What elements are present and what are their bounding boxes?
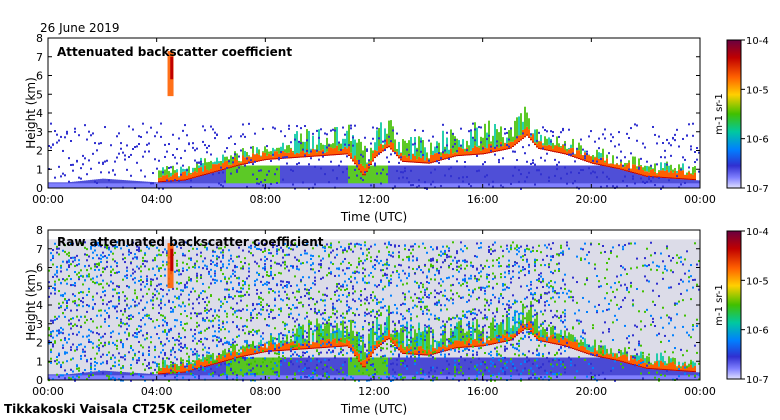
colorbar-top: 10-4 10-5 10-6 10-7 m-1 sr-1 [714,36,769,195]
colorbar-tick-label: 10-6 [746,135,769,146]
station-label: Tikkakoski Vaisala CT25K ceilometer [4,402,252,416]
y-tick-label: 6 [36,262,43,275]
x-axis-label: Time (UTC) [340,210,407,224]
colorbar-bottom: 10-4 10-5 10-6 10-7 m-1 sr-1 [714,227,769,386]
y-axis-label: Height (km) [24,269,38,340]
y-tick-label: 6 [36,70,43,83]
axis-ticks: 00:00 04:00 08:00 12:00 16:00 20:00 00:0001234… [32,32,716,206]
x-tick-label: 12:00 [358,193,390,206]
panel-raw: 00:00 04:00 08:00 12:00 16:00 20:00 00:0001234… [24,224,716,416]
x-tick-label: 12:00 [358,385,390,398]
panel-title: Attenuated backscatter coefficient [57,45,292,59]
x-tick-label: 00:00 [32,193,64,206]
y-tick-label: 0 [36,182,43,195]
y-tick-label: 4 [36,107,43,120]
panel-title: Raw attenuated backscatter coefficient [57,235,324,249]
x-tick-label: 08:00 [249,385,281,398]
x-tick-label: 04:00 [141,385,173,398]
y-tick-label: 1 [36,355,43,368]
colorbar-unit: m-1 sr-1 [714,93,725,135]
y-tick-label: 8 [36,32,43,45]
y-tick-label: 5 [36,88,43,101]
x-tick-label: 16:00 [467,193,499,206]
y-tick-label: 5 [36,280,43,293]
colorbar-tick-label: 10-7 [746,184,769,195]
y-tick-label: 7 [36,243,43,256]
y-tick-label: 2 [36,337,43,350]
x-axis-label: Time (UTC) [340,402,407,416]
colorbar-tick-label: 10-6 [746,326,769,337]
x-tick-label: 20:00 [575,385,607,398]
y-tick-label: 1 [36,163,43,176]
colorbar-tick-label: 10-7 [746,375,769,386]
x-tick-label: 04:00 [141,193,173,206]
y-tick-label: 2 [36,145,43,158]
y-tick-label: 8 [36,224,43,237]
y-tick-label: 7 [36,51,43,64]
colorbar-tick-label: 10-5 [746,85,769,96]
panel-attenuated: 00:00 04:00 08:00 12:00 16:00 20:00 00:0001234… [24,32,716,224]
y-tick-label: 3 [36,318,43,331]
axis-ticks: 00:00 04:00 08:00 12:00 16:00 20:00 00:0001234… [32,224,716,398]
x-tick-label: 16:00 [467,385,499,398]
y-axis-label: Height (km) [24,77,38,148]
y-tick-label: 4 [36,299,43,312]
raw-backscatter-heatmap [48,239,700,382]
x-tick-label: 08:00 [249,193,281,206]
x-tick-label: 20:00 [575,193,607,206]
date-label: 26 June 2019 [40,21,120,35]
colorbar-tick-label: 10-4 [746,36,769,47]
backscatter-heatmap [48,51,700,190]
colorbar-tick-label: 10-4 [746,227,769,238]
x-tick-label: 00:00 [684,193,716,206]
x-tick-label: 00:00 [684,385,716,398]
colorbar-tick-label: 10-5 [746,276,769,287]
y-tick-label: 3 [36,126,43,139]
colorbar-unit: m-1 sr-1 [714,284,725,326]
y-tick-label: 0 [36,374,43,387]
x-tick-label: 00:00 [32,385,64,398]
